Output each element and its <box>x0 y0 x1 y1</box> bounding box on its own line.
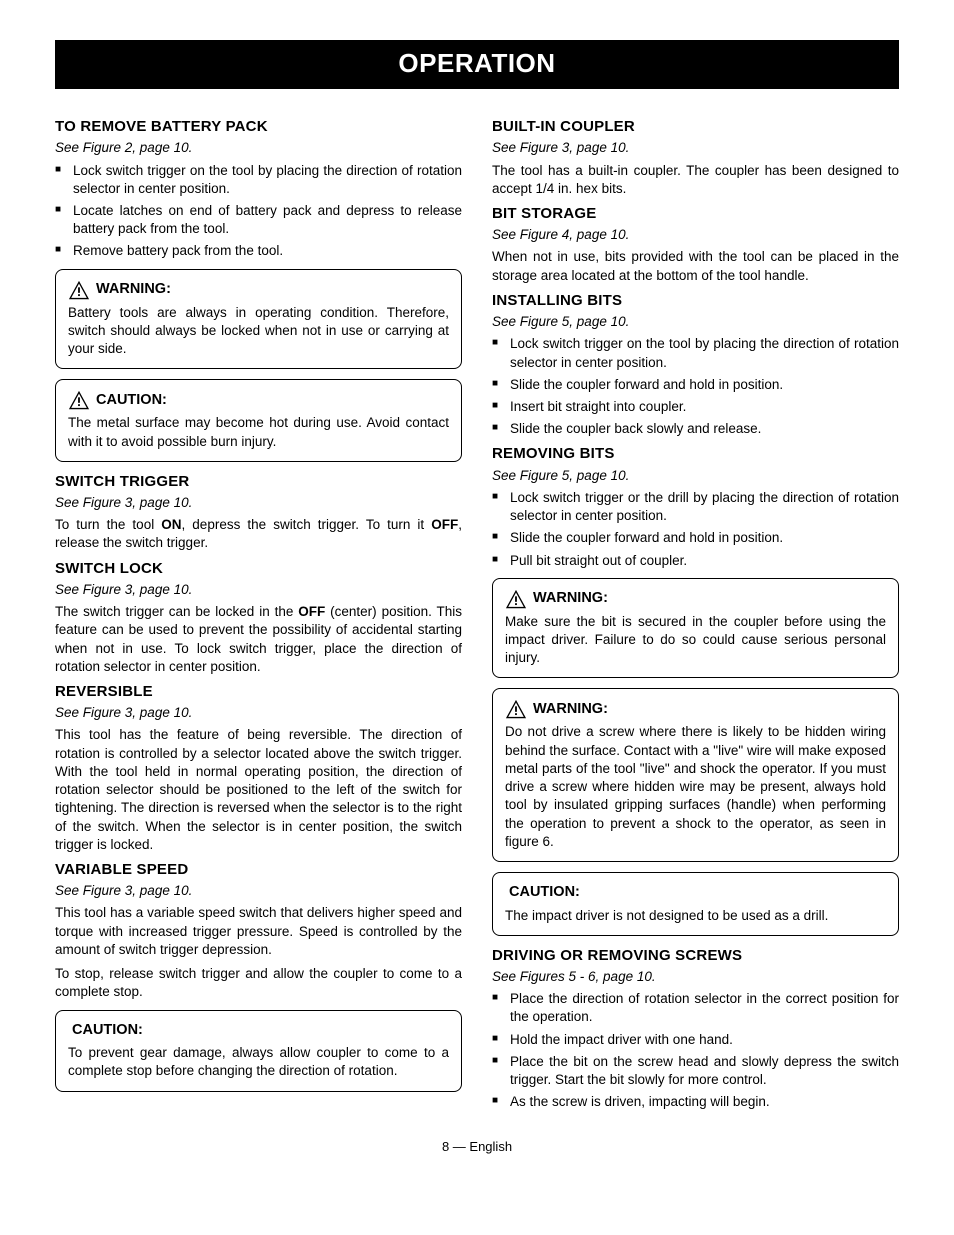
warning-triangle-icon <box>505 589 527 609</box>
bold-off: OFF <box>431 517 458 532</box>
fig-ref: See Figure 2, page 10. <box>55 139 462 157</box>
caution-box: CAUTION: The impact driver is not design… <box>492 872 899 936</box>
list-item: Remove battery pack from the tool. <box>55 242 462 260</box>
callout-label: CAUTION: <box>509 883 580 903</box>
section-title-variable-speed: VARIABLE SPEED <box>55 860 462 880</box>
fig-ref: See Figure 3, page 10. <box>492 139 899 157</box>
list-item: Pull bit straight out of coupler. <box>492 552 899 570</box>
page-banner: OPERATION <box>55 40 899 89</box>
callout-title: WARNING: <box>505 589 886 609</box>
right-column: BUILT-IN COUPLER See Figure 3, page 10. … <box>492 111 899 1117</box>
callout-body: The impact driver is not designed to be … <box>505 907 886 925</box>
list-item: Insert bit straight into coupler. <box>492 398 899 416</box>
list-item: As the screw is driven, impacting will b… <box>492 1093 899 1111</box>
list-item: Locate latches on end of battery pack an… <box>55 202 462 238</box>
bold-off: OFF <box>298 604 325 619</box>
paragraph: To turn the tool ON, depress the switch … <box>55 516 462 552</box>
list-item: Lock switch trigger on the tool by placi… <box>492 335 899 371</box>
list-item: Place the bit on the screw head and slow… <box>492 1053 899 1089</box>
fig-ref: See Figure 5, page 10. <box>492 313 899 331</box>
fig-ref: See Figure 4, page 10. <box>492 226 899 244</box>
paragraph: This tool has a variable speed switch th… <box>55 904 462 959</box>
callout-title: CAUTION: <box>68 390 449 410</box>
callout-label: WARNING: <box>533 589 608 609</box>
paragraph: This tool has the feature of being rever… <box>55 726 462 854</box>
fig-ref: See Figure 3, page 10. <box>55 494 462 512</box>
callout-label: WARNING: <box>533 700 608 720</box>
list-item: Lock switch trigger or the drill by plac… <box>492 489 899 525</box>
fig-ref: See Figure 3, page 10. <box>55 581 462 599</box>
callout-title: CAUTION: <box>68 1021 449 1041</box>
callout-title: WARNING: <box>68 280 449 300</box>
bullet-list: Lock switch trigger on the tool by placi… <box>492 335 899 438</box>
section-title-remove-battery: TO REMOVE BATTERY PACK <box>55 117 462 137</box>
fig-ref: See Figure 5, page 10. <box>492 467 899 485</box>
warning-triangle-icon <box>68 390 90 410</box>
section-title-switch-trigger: SWITCH TRIGGER <box>55 472 462 492</box>
bullet-list: Lock switch trigger on the tool by placi… <box>55 162 462 261</box>
callout-body: Make sure the bit is secured in the coup… <box>505 613 886 668</box>
page-footer: 8 — English <box>55 1138 899 1156</box>
text: , depress the switch trigger. To turn it <box>182 517 432 532</box>
fig-ref: See Figure 3, page 10. <box>55 704 462 722</box>
callout-body: To prevent gear damage, always allow cou… <box>68 1044 449 1080</box>
warning-box: WARNING: Make sure the bit is secured in… <box>492 578 899 679</box>
list-item: Slide the coupler back slowly and releas… <box>492 420 899 438</box>
callout-body: Do not drive a screw where there is like… <box>505 723 886 851</box>
text: The switch trigger can be locked in the <box>55 604 298 619</box>
fig-ref: See Figures 5 - 6, page 10. <box>492 968 899 986</box>
paragraph: The tool has a built-in coupler. The cou… <box>492 162 899 198</box>
text: To turn the tool <box>55 517 161 532</box>
paragraph: When not in use, bits provided with the … <box>492 248 899 284</box>
list-item: Slide the coupler forward and hold in po… <box>492 529 899 547</box>
section-title-bit-storage: BIT STORAGE <box>492 204 899 224</box>
bold-on: ON <box>161 517 181 532</box>
paragraph: To stop, release switch trigger and allo… <box>55 965 462 1001</box>
caution-box: CAUTION: To prevent gear damage, always … <box>55 1010 462 1092</box>
callout-title: WARNING: <box>505 699 886 719</box>
callout-body: The metal surface may become hot during … <box>68 414 449 450</box>
list-item: Hold the impact driver with one hand. <box>492 1031 899 1049</box>
callout-label: CAUTION: <box>96 391 167 411</box>
warning-triangle-icon <box>505 699 527 719</box>
warning-triangle-icon <box>68 280 90 300</box>
section-title-reversible: REVERSIBLE <box>55 682 462 702</box>
bullet-list: Place the direction of rotation selector… <box>492 990 899 1111</box>
warning-box: WARNING: Battery tools are always in ope… <box>55 269 462 370</box>
section-title-switch-lock: SWITCH LOCK <box>55 559 462 579</box>
section-title-installing-bits: INSTALLING BITS <box>492 291 899 311</box>
section-title-coupler: BUILT-IN COUPLER <box>492 117 899 137</box>
caution-box: CAUTION: The metal surface may become ho… <box>55 379 462 461</box>
bullet-list: Lock switch trigger or the drill by plac… <box>492 489 899 570</box>
list-item: Place the direction of rotation selector… <box>492 990 899 1026</box>
callout-label: CAUTION: <box>72 1021 143 1041</box>
left-column: TO REMOVE BATTERY PACK See Figure 2, pag… <box>55 111 462 1117</box>
callout-body: Battery tools are always in operating co… <box>68 304 449 359</box>
list-item: Lock switch trigger on the tool by placi… <box>55 162 462 198</box>
list-item: Slide the coupler forward and hold in po… <box>492 376 899 394</box>
fig-ref: See Figure 3, page 10. <box>55 882 462 900</box>
callout-title: CAUTION: <box>505 883 886 903</box>
paragraph: The switch trigger can be locked in the … <box>55 603 462 676</box>
section-title-driving-screws: DRIVING OR REMOVING SCREWS <box>492 946 899 966</box>
warning-box: WARNING: Do not drive a screw where ther… <box>492 688 899 862</box>
section-title-removing-bits: REMOVING BITS <box>492 444 899 464</box>
two-column-layout: TO REMOVE BATTERY PACK See Figure 2, pag… <box>55 111 899 1117</box>
callout-label: WARNING: <box>96 280 171 300</box>
